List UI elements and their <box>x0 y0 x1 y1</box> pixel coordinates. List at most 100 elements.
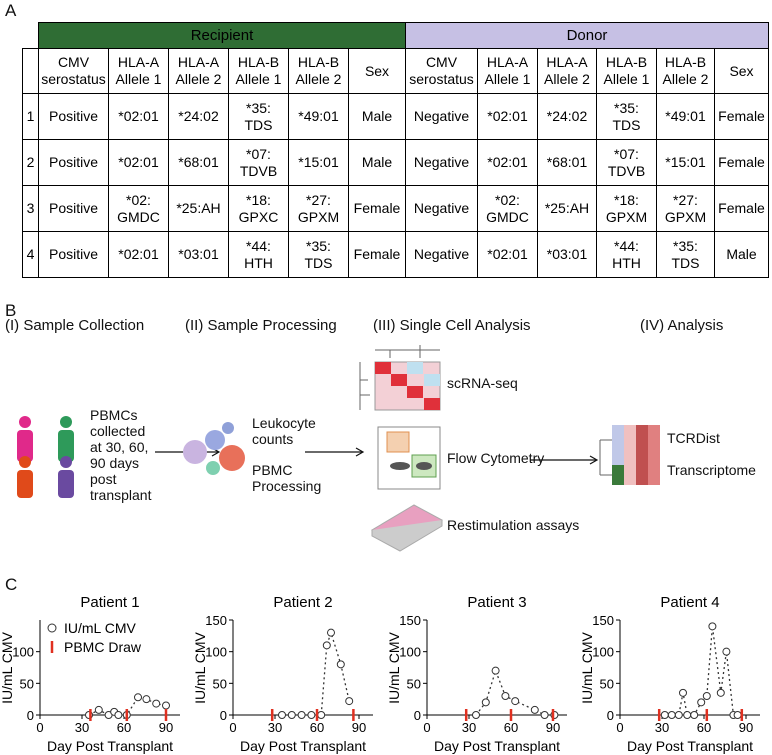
y-tick-label: 50 <box>407 676 421 691</box>
table-cell: *02: GMDC <box>477 185 538 232</box>
cmv-point <box>152 699 161 708</box>
x-tick-label: 30 <box>462 720 476 735</box>
table-cell: Negative <box>405 185 478 232</box>
legend-marker <box>47 623 57 633</box>
x-tick-label: 60 <box>310 720 324 735</box>
analysis-text: Transcriptome <box>667 462 756 478</box>
column-header: HLA-B Allele 2 <box>288 48 349 94</box>
cmv-point <box>297 711 306 719</box>
analysis-text: TCRDist <box>667 430 720 446</box>
y-axis-label: IU/mL CMV <box>192 631 208 703</box>
table-cell: *02: GMDC <box>108 185 169 232</box>
x-axis-label: Day Post Transplant <box>627 738 753 754</box>
x-tick-label: 90 <box>546 720 560 735</box>
method-text: Restimulation assays <box>447 517 580 533</box>
step-title: (I) Sample Collection <box>5 317 145 334</box>
method-text: scRNA-seq <box>447 375 518 391</box>
table-cell: *03:01 <box>168 231 229 278</box>
table-cell: *68:01 <box>537 139 597 186</box>
x-tick-label: 0 <box>229 720 236 735</box>
table-cell: *25:AH <box>168 185 229 232</box>
cmv-line <box>88 696 167 716</box>
step-title: (II) Sample Processing <box>185 317 337 334</box>
cmv-point <box>114 711 123 719</box>
cmv-point <box>674 711 683 719</box>
panel-label: A <box>5 1 17 20</box>
x-axis-label: Day Post Transplant <box>434 738 560 754</box>
cmv-point <box>683 711 692 719</box>
cmv-point <box>679 688 687 697</box>
table-cell: Positive <box>38 185 109 232</box>
y-axis-label: IU/mL CMV <box>0 631 15 703</box>
table-cell: *68:01 <box>168 139 229 186</box>
cmv-point <box>307 711 316 719</box>
cmv-point <box>336 660 345 669</box>
table-cell: 1 <box>22 93 39 140</box>
column-header: HLA-A Allele 1 <box>108 48 169 94</box>
cmv-point <box>94 705 103 714</box>
y-tick-label: 100 <box>592 645 614 660</box>
x-tick-label: 0 <box>36 720 43 735</box>
table-cell: *07: TDVB <box>228 139 289 186</box>
table-cell: *27: GPXM <box>656 185 715 232</box>
chart-title: Patient 4 <box>660 594 719 611</box>
y-tick-label: 0 <box>414 708 421 723</box>
chart-title: Patient 3 <box>467 594 526 611</box>
group-header: Donor <box>405 22 769 49</box>
table-row: 1 Positive *02:01 *24:02 *35: TDS *49:01 Male N… <box>22 93 769 140</box>
table-cell: *24:02 <box>537 93 597 140</box>
panel-label: C <box>5 575 18 594</box>
table-cell: Male <box>714 231 769 278</box>
table-cell: Negative <box>405 139 478 186</box>
column-header: CMV serostatus <box>405 48 478 94</box>
cmv-point <box>317 711 326 719</box>
cmv-point <box>660 711 669 719</box>
table-cell: *49:01 <box>656 93 715 140</box>
table-cell: 4 <box>22 231 39 278</box>
table-row: 3 Positive *02: GMDC *25:AH *18: GPXC *27: GP… <box>22 185 769 232</box>
x-tick-label: 60 <box>697 720 711 735</box>
column-header: HLA-A Allele 2 <box>537 48 597 94</box>
cmv-point <box>501 692 510 700</box>
plate-icon <box>370 504 444 552</box>
panel-label: B <box>5 301 17 320</box>
cmv-line <box>475 668 555 716</box>
x-tick-label: 60 <box>117 720 131 735</box>
x-tick-label: 0 <box>423 720 430 735</box>
legend-label: IU/mL CMV <box>64 620 136 636</box>
column-header: HLA-A Allele 2 <box>168 48 229 94</box>
table-cell: Positive <box>38 93 109 140</box>
group-row: Recipient Donor <box>23 22 769 49</box>
column-header: Sex <box>348 48 406 94</box>
table-cell: *18: GPXM <box>596 185 657 232</box>
cmv-point <box>322 641 331 650</box>
table-cell: *02:01 <box>477 93 538 140</box>
column-header: HLA-B Allele 1 <box>596 48 657 94</box>
cmv-point <box>708 622 717 631</box>
step-title: (III) Single Cell Analysis <box>373 317 531 334</box>
y-tick-label: 100 <box>205 645 227 660</box>
step-title: (IV) Analysis <box>640 317 724 334</box>
table-cell: *15:01 <box>656 139 715 186</box>
processing-text: Leukocyte counts <box>252 415 316 447</box>
table-row: 2 Positive *02:01 *68:01 *07: TDVB *15:01 Male… <box>22 139 769 186</box>
y-tick-label: 150 <box>205 613 227 628</box>
table-cell: *02:01 <box>108 231 169 278</box>
blank-cell <box>22 48 39 94</box>
table-cell: *49:01 <box>288 93 349 140</box>
y-tick-label: 0 <box>607 708 614 723</box>
group-header: Recipient <box>38 22 406 49</box>
cmv-point <box>667 711 676 719</box>
x-tick-label: 30 <box>75 720 89 735</box>
x-tick-label: 30 <box>655 720 669 735</box>
cmv-point <box>345 697 354 706</box>
y-tick-label: 150 <box>399 613 421 628</box>
cmv-point <box>142 695 151 704</box>
table-cell: *35: TDS <box>656 231 715 278</box>
table-row: 4 Positive *02:01 *03:01 *44: HTH *35: TDS Fem… <box>22 231 769 278</box>
table-cell: Female <box>714 185 769 232</box>
table-cell: *25:AH <box>537 185 597 232</box>
table-cell: *02:01 <box>477 231 538 278</box>
